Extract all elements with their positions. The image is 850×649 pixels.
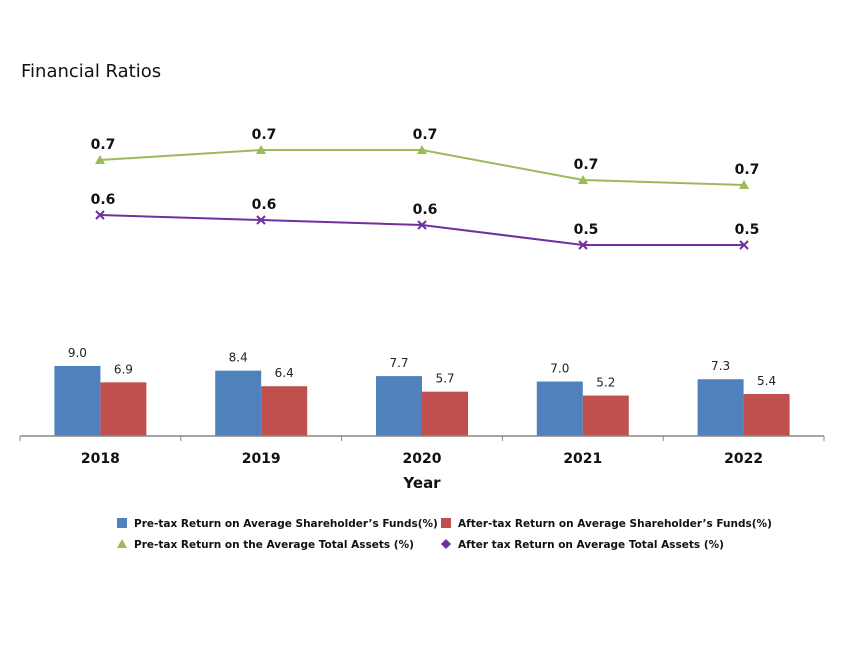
bar-2021-series-1 [536, 381, 583, 436]
legend-item-4: After tax Return on Average Total Assets… [441, 539, 724, 551]
legend: Pre-tax Return on Average Shareholder’s … [117, 518, 772, 551]
x-tick-label-2018: 2018 [81, 451, 120, 467]
bar-2020-series-1 [376, 376, 422, 436]
line-point-2018-series-1 [95, 155, 105, 164]
line-point-2022-series-1 [739, 180, 749, 189]
x-axis: 2018 2019 2020 2021 2022 Year [19, 435, 825, 492]
bar-2019-series-1 [215, 370, 262, 436]
legend-label: After tax Return on Average Total Assets… [458, 539, 724, 551]
bar-2018-series-2 [100, 382, 147, 436]
x-marker-stroke [739, 240, 749, 250]
bar-label-2022-series-1: 7.3 [711, 359, 730, 373]
legend-item-2: After-tax Return on Average Shareholder’… [441, 518, 772, 530]
legend-item-1: Pre-tax Return on Average Shareholder’s … [117, 518, 438, 530]
legend-swatch [117, 539, 127, 548]
bar-label-2018-series-2: 6.9 [114, 362, 133, 376]
x-tick-label-2021: 2021 [563, 451, 602, 467]
bar-2020-series-2 [422, 391, 468, 436]
x-tick-label-2022: 2022 [724, 451, 763, 467]
x-marker-stroke [95, 210, 105, 220]
bar-label-2019-series-2: 6.4 [275, 366, 294, 380]
bar-label-2019-series-1: 8.4 [229, 351, 248, 365]
line-point-2022-series-2 [739, 240, 749, 250]
bar-label-2021-series-2: 5.2 [596, 376, 615, 390]
bar-2022-series-2 [743, 394, 790, 436]
line-point-2021-series-2 [578, 240, 588, 250]
legend-swatch [441, 518, 451, 528]
bar-series-layer: 9.0 8.4 7.7 7.0 7.3 6.9 6.4 5.7 5.2 5.4 [54, 346, 790, 436]
line-label-2020-series-2: 0.6 [413, 202, 438, 218]
line-point-2019-series-2 [256, 215, 266, 225]
legend-label: Pre-tax Return on the Average Total Asse… [134, 539, 414, 551]
bar-label-2020-series-1: 7.7 [389, 356, 408, 370]
x-axis-title: Year [402, 474, 441, 492]
bar-label-2021-series-1: 7.0 [550, 362, 569, 376]
line-label-2018-series-1: 0.7 [91, 137, 116, 153]
line-label-2021-series-1: 0.7 [574, 157, 599, 173]
bar-label-2018-series-1: 9.0 [68, 346, 87, 360]
line-point-2021-series-1 [578, 175, 588, 184]
line-label-2022-series-1: 0.7 [735, 162, 760, 178]
bar-2018-series-1 [54, 366, 101, 436]
x-tick-label-2019: 2019 [242, 451, 281, 467]
line-point-2020-series-1 [417, 145, 427, 154]
legend-label: After-tax Return on Average Shareholder’… [458, 518, 772, 530]
line-series-1 [99, 149, 745, 186]
x-marker-stroke [417, 220, 427, 230]
line-label-2020-series-1: 0.7 [413, 127, 438, 143]
legend-item-3: Pre-tax Return on the Average Total Asse… [117, 539, 414, 551]
bar-2022-series-1 [697, 379, 744, 436]
chart-title: Financial Ratios [21, 61, 162, 82]
line-point-2020-series-2 [417, 220, 427, 230]
legend-swatch [441, 539, 451, 549]
line-point-2019-series-1 [256, 145, 266, 154]
line-series-2 [99, 214, 744, 246]
line-series-layer: 0.7 0.7 0.7 0.7 0.7 0.6 0.6 0.6 0.5 0.5 [91, 127, 760, 250]
bar-label-2020-series-2: 5.7 [435, 372, 454, 386]
line-label-2018-series-2: 0.6 [91, 192, 116, 208]
legend-swatch [117, 518, 127, 528]
line-label-2021-series-2: 0.5 [574, 222, 599, 238]
line-label-2019-series-2: 0.6 [252, 197, 277, 213]
legend-label: Pre-tax Return on Average Shareholder’s … [134, 518, 438, 530]
line-point-2018-series-2 [95, 210, 105, 220]
line-label-2019-series-1: 0.7 [252, 127, 277, 143]
bar-2021-series-2 [582, 395, 629, 436]
x-marker-stroke [256, 215, 266, 225]
bar-2019-series-2 [261, 386, 308, 436]
x-tick-label-2020: 2020 [403, 451, 442, 467]
x-marker-stroke [578, 240, 588, 250]
line-label-2022-series-2: 0.5 [735, 222, 760, 238]
bar-label-2022-series-2: 5.4 [757, 374, 776, 388]
